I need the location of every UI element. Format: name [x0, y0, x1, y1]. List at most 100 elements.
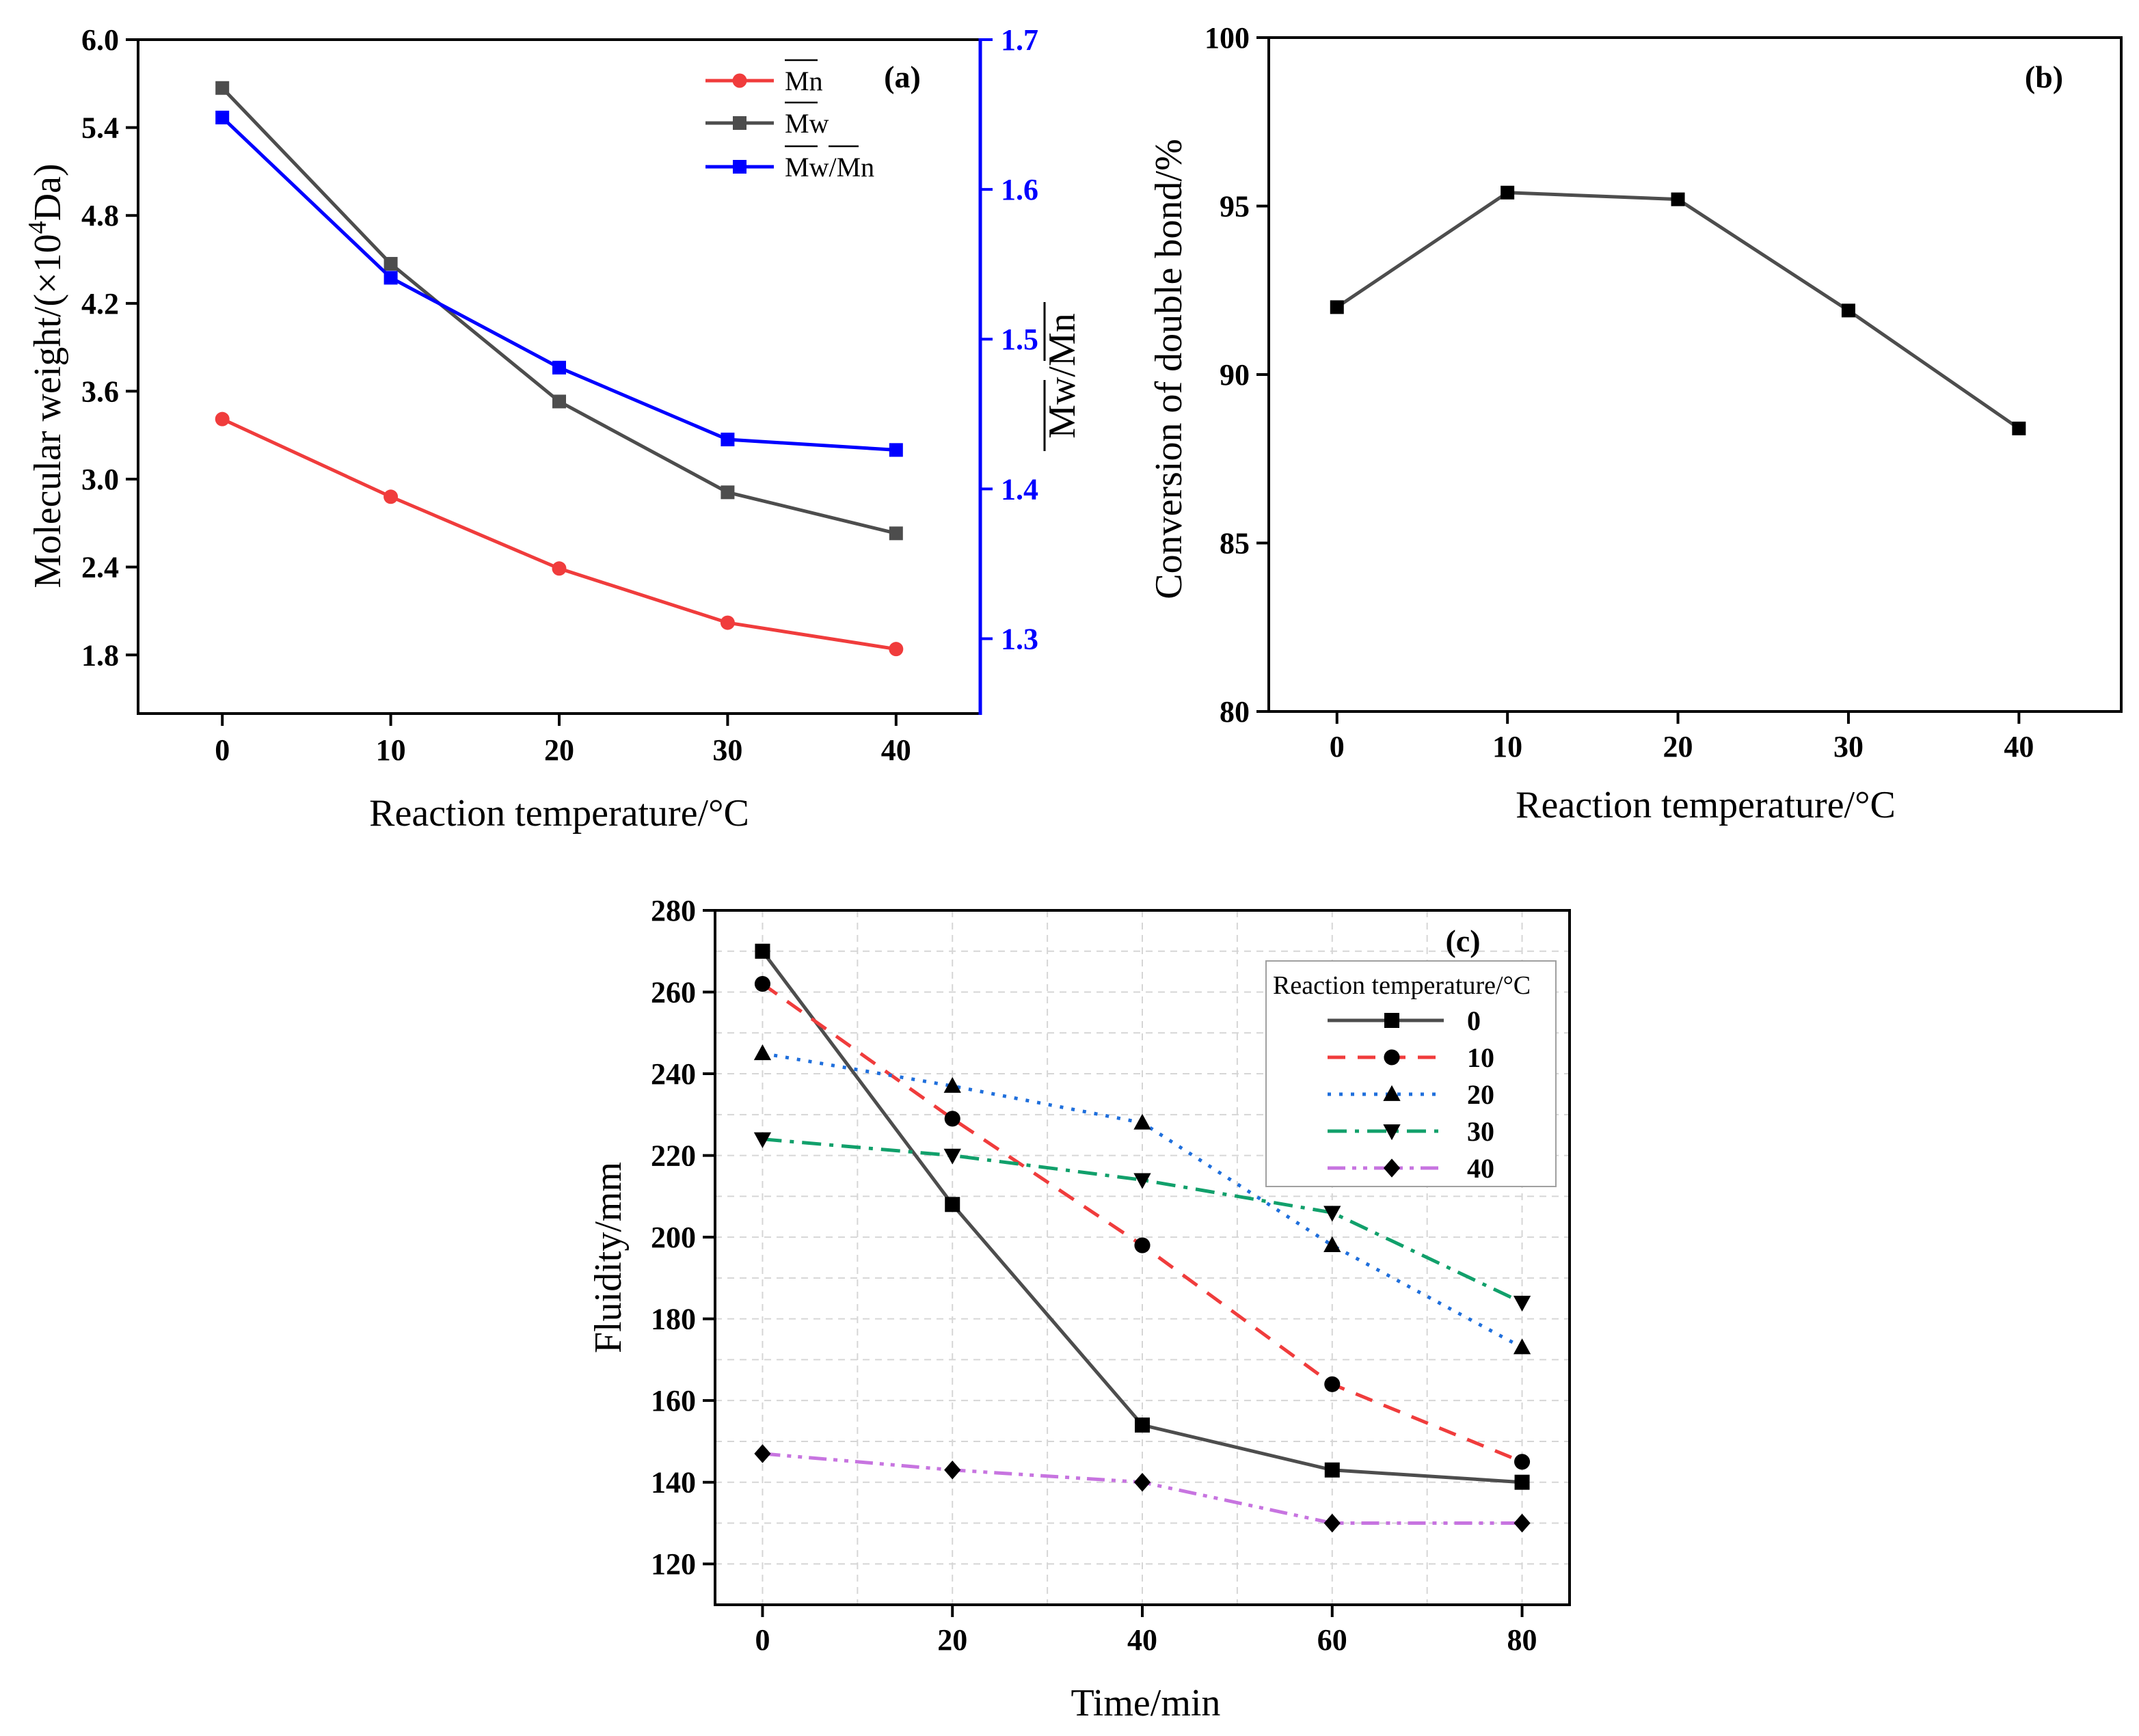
x-tick-label-b: 0 [1330, 730, 1345, 763]
x-tick-label-b: 30 [1833, 730, 1864, 763]
y-tick-label-a: 5.4 [81, 111, 119, 145]
legend-marker-c [1383, 1124, 1401, 1141]
legend-a: Mn Mw Mw/Mn [705, 59, 874, 182]
data-point-c-20 [943, 1076, 961, 1093]
data-point-c-40 [1323, 1513, 1341, 1533]
series-line-c-30 [762, 1137, 1523, 1305]
data-point-c-10 [1324, 1376, 1341, 1392]
data-point-a-2 [384, 271, 398, 285]
data-point-a-2 [552, 360, 566, 375]
data-point-c-40 [944, 1461, 961, 1480]
legend-marker-c [1384, 1049, 1400, 1066]
x-tick-label-a: 0 [215, 733, 230, 767]
legend-title-c: Reaction temperature/°C [1273, 971, 1531, 1000]
data-point-c-0 [1324, 1462, 1340, 1478]
data-point-a-0 [720, 615, 735, 630]
data-point-a-0 [889, 642, 904, 657]
legend-label-c: 30 [1467, 1116, 1494, 1147]
data-point-a-0 [215, 411, 230, 426]
data-point-c-30 [1133, 1173, 1151, 1189]
data-point-b [1671, 192, 1685, 206]
y-tick-label-a: 1.8 [81, 638, 119, 672]
y-tick-label-c: 140 [651, 1466, 696, 1500]
y-tick-label-a: 3.0 [81, 463, 119, 496]
y-tick-label-a: 3.6 [81, 375, 119, 408]
x-tick-label-c: 40 [1127, 1623, 1157, 1657]
data-point-c-30 [1323, 1206, 1341, 1222]
data-point-a-0 [552, 561, 567, 576]
x-tick-label-a: 40 [881, 733, 911, 767]
y2-tick-label-a: 1.7 [1001, 23, 1038, 57]
y2-tick-label-a: 1.4 [1001, 472, 1038, 506]
y2-tick-label-a: 1.5 [1001, 323, 1038, 356]
data-point-c-30 [753, 1132, 772, 1148]
y-tick-label-b: 85 [1220, 527, 1250, 560]
legend-label-a: Mn [785, 66, 823, 96]
data-point-c-40 [1133, 1472, 1151, 1492]
data-point-c-0 [755, 943, 770, 959]
data-point-a-2 [889, 443, 903, 457]
x-axis-title-a: Reaction temperature/°C [369, 792, 749, 835]
data-point-b [1330, 300, 1344, 314]
y-axis-title-c: Fluidity/mm [587, 1162, 630, 1353]
data-point-b [1501, 185, 1515, 200]
legend-label-a: Mw/Mn [785, 152, 874, 182]
x-tick-label-b: 10 [1492, 730, 1522, 763]
data-point-c-0 [945, 1197, 960, 1212]
data-point-c-20 [1323, 1236, 1341, 1252]
y-tick-label-a: 2.4 [81, 551, 119, 584]
data-point-c-20 [1513, 1338, 1531, 1355]
y-tick-label-c: 120 [651, 1547, 696, 1581]
y-tick-label-b: 95 [1220, 190, 1250, 223]
data-point-c-0 [1135, 1418, 1150, 1433]
y-tick-label-a: 4.8 [81, 199, 119, 232]
legend-marker-c [1384, 1013, 1399, 1028]
legend-marker-c [1383, 1158, 1401, 1178]
data-point-c-10 [1134, 1237, 1151, 1253]
x-tick-label-b: 40 [2004, 730, 2034, 763]
data-point-a-1 [889, 526, 903, 541]
svg-text:Mw/Mn: Mw/Mn [1041, 313, 1084, 439]
panel-label-a: (a) [884, 59, 921, 94]
panel-label-b: (b) [2025, 59, 2063, 94]
data-point-a-1 [552, 394, 566, 409]
y2-tick-label-a: 1.3 [1001, 622, 1038, 655]
legend-marker-a [732, 73, 747, 88]
data-point-c-20 [1133, 1113, 1151, 1130]
y-axis-title-a: Molecular weight/(×104Da) [23, 163, 69, 588]
x-tick-label-c: 20 [937, 1623, 967, 1657]
x-tick-label-c: 80 [1507, 1623, 1537, 1657]
y-tick-label-c: 220 [651, 1139, 696, 1173]
legend-c: Reaction temperature/°C 0 10 20 30 40 [1265, 960, 1557, 1187]
y-axis-title-b: Conversion of double bond/% [1148, 139, 1190, 599]
legend-marker-a [733, 160, 746, 174]
panel-a: 0 10 20 30 40 1.8 2.4 3.0 3.6 4.2 4.8 5.4 6.0 1.3 1.4 1… [23, 23, 1084, 835]
data-point-a-1 [721, 485, 735, 500]
legend-label-c: 20 [1467, 1079, 1494, 1110]
x-tick-label-c: 0 [755, 1623, 770, 1657]
y-tick-label-c: 160 [651, 1384, 696, 1418]
legend-marker-c [1383, 1085, 1401, 1101]
x-tick-label-a: 20 [544, 733, 574, 767]
data-point-a-0 [384, 489, 399, 504]
y-tick-label-a: 6.0 [81, 23, 119, 57]
data-point-c-10 [754, 976, 770, 992]
x-tick-label-c: 60 [1317, 1623, 1347, 1657]
y-tick-label-c: 180 [651, 1303, 696, 1336]
data-point-c-30 [1513, 1295, 1531, 1312]
data-point-c-10 [1514, 1454, 1531, 1470]
data-point-c-0 [1514, 1474, 1530, 1490]
legend-label-c: 40 [1467, 1153, 1494, 1184]
y-tick-label-c: 240 [651, 1057, 696, 1091]
legend-marker-a [733, 116, 746, 130]
panel-label-c: (c) [1445, 923, 1480, 958]
x-tick-label-a: 10 [376, 733, 406, 767]
panel-b: 0 10 20 30 40 80 85 90 95 100 Reaction temperatur… [1148, 21, 2123, 826]
x-axis-title-c: Time/min [1071, 1682, 1221, 1724]
data-point-c-40 [754, 1444, 771, 1463]
x-tick-label-a: 30 [712, 733, 742, 767]
x-tick-label-b: 20 [1663, 730, 1693, 763]
data-point-a-1 [215, 81, 230, 95]
y-tick-label-a: 4.2 [81, 287, 119, 321]
